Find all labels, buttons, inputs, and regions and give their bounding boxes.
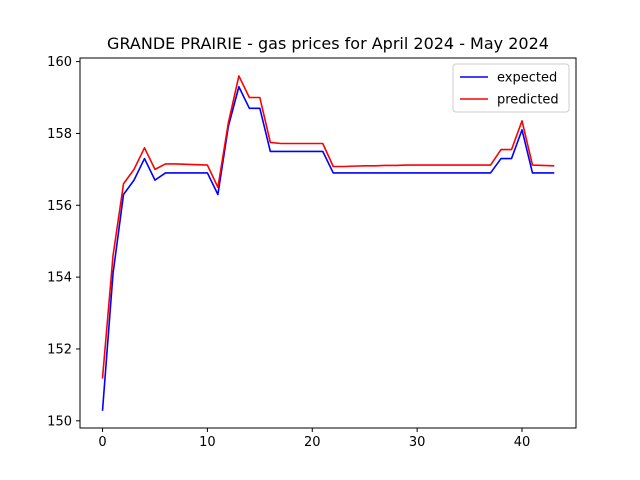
x-tick-label: 40	[514, 435, 531, 450]
series-layer	[101, 75, 555, 411]
y-tick-label: 152	[47, 342, 72, 357]
legend-label-expected: expected	[497, 71, 557, 86]
y-tick-label: 150	[47, 414, 72, 429]
legend-label-predicted: predicted	[497, 93, 559, 108]
y-tick-label: 160	[47, 55, 72, 70]
y-axis: 150 152 154 156 158 160	[47, 55, 80, 429]
y-tick-label: 158	[47, 127, 72, 142]
legend: expected predicted	[452, 63, 570, 113]
y-tick-label: 156	[47, 199, 72, 214]
x-tick-label: 20	[304, 435, 321, 450]
legend-box	[452, 63, 570, 113]
chart-title: GRANDE PRAIRIE - gas prices for April 20…	[107, 34, 549, 53]
series-line-expected	[101, 85, 555, 411]
x-axis: 0 10 20 30 40	[98, 428, 530, 450]
x-tick-label: 10	[199, 435, 216, 450]
x-tick-label: 30	[409, 435, 426, 450]
x-tick-label: 0	[98, 435, 106, 450]
series-line-predicted	[101, 75, 555, 379]
y-tick-label: 154	[47, 271, 72, 286]
axes-frame	[79, 57, 577, 429]
